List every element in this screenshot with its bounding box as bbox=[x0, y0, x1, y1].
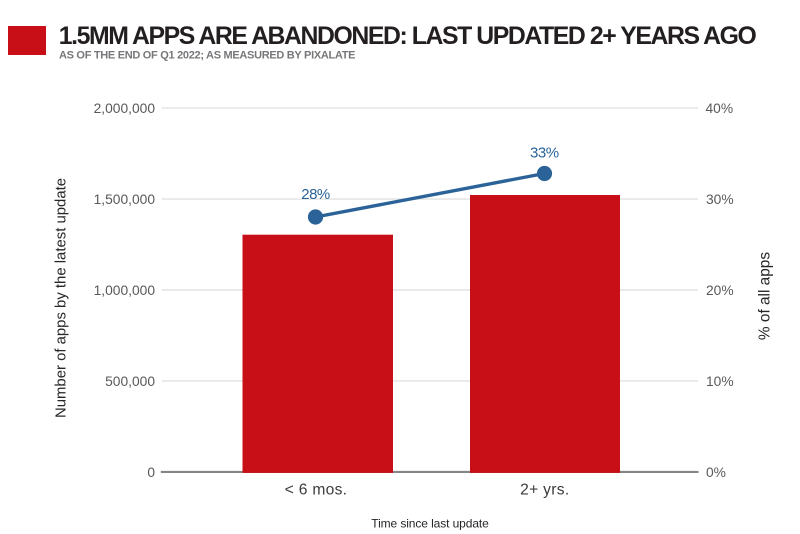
svg-text:40%: 40% bbox=[706, 101, 734, 116]
svg-text:30%: 30% bbox=[706, 192, 734, 207]
svg-text:1.5MM APPS ARE ABANDONED: LAST: 1.5MM APPS ARE ABANDONED: LAST UPDATED 2… bbox=[59, 23, 757, 50]
svg-text:2+ yrs.: 2+ yrs. bbox=[520, 481, 569, 498]
svg-text:2,000,000: 2,000,000 bbox=[94, 101, 156, 116]
svg-text:AS OF THE END OF Q1 2022; AS M: AS OF THE END OF Q1 2022; AS MEASURED BY… bbox=[59, 50, 355, 62]
svg-text:% of all apps: % of all apps bbox=[757, 252, 774, 340]
svg-text:Time since last update: Time since last update bbox=[371, 516, 489, 530]
svg-text:0%: 0% bbox=[706, 465, 726, 480]
svg-text:20%: 20% bbox=[706, 283, 734, 298]
svg-text:10%: 10% bbox=[706, 374, 734, 389]
svg-text:0: 0 bbox=[147, 465, 155, 480]
svg-text:28%: 28% bbox=[301, 186, 330, 203]
svg-text:1,000,000: 1,000,000 bbox=[94, 283, 156, 298]
svg-text:< 6 mos.: < 6 mos. bbox=[285, 481, 348, 498]
svg-text:33%: 33% bbox=[530, 145, 559, 162]
svg-text:1,500,000: 1,500,000 bbox=[94, 192, 156, 207]
svg-text:Number of apps by the latest u: Number of apps by the latest update bbox=[54, 178, 70, 418]
svg-text:500,000: 500,000 bbox=[105, 374, 155, 389]
